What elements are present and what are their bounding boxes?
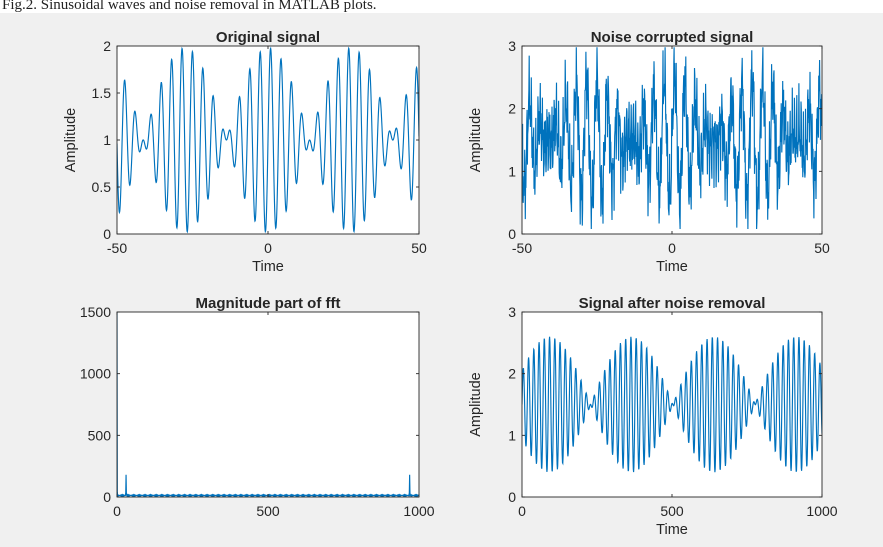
x-tick-label: 500 — [660, 503, 684, 519]
x-axis: -50 0 50 — [512, 46, 830, 256]
y-tick-label: 1500 — [80, 304, 111, 320]
x-axis: 0 500 1000 — [518, 312, 838, 519]
x-axis: -50 0 50 — [107, 46, 427, 256]
series-line — [522, 47, 822, 230]
y-tick-label: 0 — [103, 489, 111, 505]
x-axis-label: Time — [252, 259, 284, 275]
y-tick-label: 2 — [508, 101, 516, 117]
x-tick-label: 50 — [814, 240, 830, 256]
x-tick-label: 1000 — [403, 503, 434, 519]
y-axis-label: Amplitude — [63, 108, 79, 172]
y-axis: 0 1 2 3 — [508, 304, 822, 505]
y-tick-label: 500 — [88, 427, 112, 443]
y-tick-label: 1 — [508, 427, 516, 443]
y-tick-label: 3 — [508, 38, 516, 54]
x-tick-label: 500 — [256, 503, 280, 519]
subplot-4: 0 500 1000 0 1 2 3 Signal after noise removal Ti… — [468, 295, 838, 538]
y-tick-label: 1 — [103, 132, 111, 148]
axes-background — [117, 312, 419, 497]
x-tick-label: 50 — [411, 240, 427, 256]
subplot-title: Signal after noise removal — [579, 295, 766, 312]
y-tick-label: 3 — [508, 304, 516, 320]
y-axis: 0 0.5 1 1.5 2 — [92, 38, 419, 242]
y-axis: 0 500 1000 1500 — [80, 304, 419, 505]
y-tick-label: 0 — [508, 489, 516, 505]
y-tick-label: 0.5 — [92, 179, 112, 195]
y-tick-label: 2 — [103, 38, 111, 54]
y-tick-label: 0 — [508, 226, 516, 242]
subplot-title: Noise corrupted signal — [591, 29, 754, 46]
figure-caption: Fig.2. Sinusoidal waves and noise remova… — [2, 0, 377, 13]
x-tick-label: -50 — [107, 240, 127, 256]
series-line — [117, 46, 419, 234]
y-tick-label: 1000 — [80, 366, 111, 382]
y-axis-label: Amplitude — [468, 108, 484, 172]
x-axis-label: Time — [656, 259, 688, 275]
x-axis: 0 500 1000 — [113, 312, 435, 519]
y-tick-label: 1 — [508, 163, 516, 179]
x-tick-label: 0 — [264, 240, 272, 256]
matlab-figure: -50 0 50 0 0.5 1 1.5 2 Original signal Time Amplit… — [0, 13, 883, 547]
y-tick-label: 2 — [508, 366, 516, 382]
x-tick-label: 0 — [113, 503, 121, 519]
subplot-title: Original signal — [216, 29, 320, 46]
x-tick-label: 1000 — [806, 503, 837, 519]
y-axis-label: Amplitude — [468, 372, 484, 436]
x-tick-label: 0 — [518, 503, 526, 519]
x-tick-label: -50 — [512, 240, 532, 256]
series-line — [522, 336, 822, 473]
x-tick-label: 0 — [668, 240, 676, 256]
subplot-3: 0 500 1000 0 500 1000 1500 Magnitude part of ff… — [80, 295, 435, 519]
subplot-title: Magnitude part of fft — [196, 295, 341, 312]
y-axis: 0 1 2 3 — [508, 38, 822, 242]
y-tick-label: 0 — [103, 226, 111, 242]
x-axis-label: Time — [656, 522, 688, 538]
y-tick-label: 1.5 — [92, 85, 112, 101]
